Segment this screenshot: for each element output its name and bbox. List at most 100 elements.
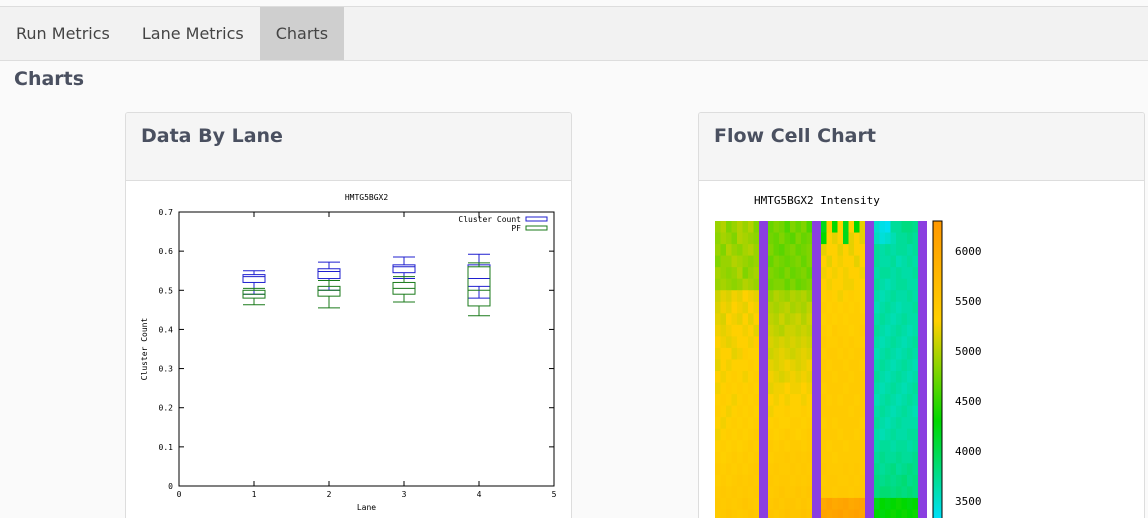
heatmap-cell xyxy=(773,313,780,326)
heatmap-cell xyxy=(874,371,881,384)
heatmap-cell xyxy=(768,267,775,280)
heatmap-cell xyxy=(912,290,919,303)
heatmap-cell xyxy=(720,497,727,511)
heatmap-cell xyxy=(790,359,797,372)
heatmap-cell xyxy=(885,244,892,257)
heatmap-cell xyxy=(890,301,897,314)
heatmap-cell xyxy=(821,440,828,453)
flow-cell-lane-1 xyxy=(715,221,760,518)
heatmap-cell xyxy=(843,347,850,361)
heatmap-cell xyxy=(885,301,892,314)
heatmap-cell xyxy=(859,347,866,361)
heatmap-cell xyxy=(731,382,738,395)
heatmap-cell xyxy=(726,417,733,430)
heatmap-cell xyxy=(779,221,786,234)
heatmap-cell xyxy=(748,428,755,441)
heatmap-cell xyxy=(806,463,813,476)
heatmap-cell xyxy=(737,486,744,499)
heatmap-cell xyxy=(753,267,760,280)
heatmap-cell xyxy=(768,324,775,337)
heatmap-cell xyxy=(826,394,833,407)
heatmap-cell xyxy=(737,417,744,430)
heatmap-cell xyxy=(726,244,733,257)
heatmap-cell xyxy=(859,486,866,499)
heatmap-cell xyxy=(726,463,733,476)
heatmap-cell xyxy=(742,428,749,441)
heatmap-cell xyxy=(753,232,760,245)
heatmap-cell xyxy=(907,451,914,464)
heatmap-cell xyxy=(901,301,908,314)
heatmap-cell xyxy=(826,301,833,314)
heatmap-cell xyxy=(826,405,833,418)
heatmap-cell xyxy=(890,451,897,464)
heatmap-cell xyxy=(859,497,866,511)
heatmap-cell xyxy=(826,244,833,257)
heatmap-cell xyxy=(821,474,828,487)
heatmap-cell xyxy=(885,440,892,453)
heatmap-cell xyxy=(832,301,839,314)
heatmap-cell xyxy=(890,394,897,407)
heatmap-cell xyxy=(874,486,881,499)
heatmap-cell xyxy=(885,428,892,441)
heatmap-cell xyxy=(907,221,914,234)
heatmap-cell xyxy=(837,301,844,314)
heatmap-cell xyxy=(901,313,908,326)
heatmap-cell xyxy=(742,278,749,291)
flow-cell-lane-2 xyxy=(768,221,813,518)
heatmap-cell xyxy=(821,463,828,476)
heatmap-cell xyxy=(912,301,919,314)
heatmap-cell xyxy=(731,359,738,372)
heatmap-cell xyxy=(806,244,813,257)
heatmap-cell xyxy=(726,347,733,361)
heatmap-cell xyxy=(779,428,786,441)
heatmap-cell xyxy=(790,255,797,268)
heatmap-cell xyxy=(843,417,850,430)
heatmap-cell xyxy=(742,244,749,257)
colorbar-tick-label: 5000 xyxy=(955,345,982,358)
heatmap-cell xyxy=(742,417,749,430)
heatmap-cell xyxy=(901,336,908,349)
heatmap-cell xyxy=(753,428,760,441)
heatmap-cell xyxy=(801,428,808,441)
heatmap-cell xyxy=(768,221,775,234)
heatmap-cell xyxy=(779,301,786,314)
tab-charts[interactable]: Charts xyxy=(259,7,345,60)
heatmap-cell xyxy=(784,486,791,499)
heatmap-cell xyxy=(715,497,722,511)
heatmap-cell xyxy=(715,382,722,395)
heatmap-cell xyxy=(874,336,881,349)
heatmap-cell xyxy=(901,405,908,418)
heatmap-cell xyxy=(901,428,908,441)
heatmap-cell xyxy=(907,474,914,487)
tab-run-metrics[interactable]: Run Metrics xyxy=(16,24,110,43)
heatmap-cell xyxy=(801,347,808,361)
heatmap-cell xyxy=(843,486,850,499)
tab-lane-metrics[interactable]: Lane Metrics xyxy=(141,24,244,43)
heatmap-cell xyxy=(753,313,760,326)
heatmap-cell xyxy=(742,497,749,511)
heatmap-cell xyxy=(874,463,881,476)
heatmap-cell xyxy=(896,428,903,441)
heatmap-cell xyxy=(854,394,861,407)
heatmap-cell xyxy=(843,371,850,384)
heatmap-cell xyxy=(737,255,744,268)
heatmap-cell xyxy=(795,509,802,518)
heatmap-cell xyxy=(742,394,749,407)
heatmap-cell xyxy=(826,347,833,361)
heatmap-cell xyxy=(874,267,881,280)
heatmap-cell xyxy=(715,301,722,314)
heatmap-cell xyxy=(879,301,886,314)
heatmap-cell xyxy=(843,440,850,453)
heatmap-cell xyxy=(837,405,844,418)
heatmap-cell xyxy=(879,382,886,395)
heatmap-cell xyxy=(912,486,919,499)
heatmap-cell xyxy=(912,255,919,268)
heatmap-cell xyxy=(843,255,850,268)
heatmap-cell xyxy=(742,347,749,361)
heatmap-cell xyxy=(821,451,828,464)
heatmap-cell xyxy=(806,278,813,291)
heatmap-cell xyxy=(753,440,760,453)
heatmap-cell xyxy=(753,244,760,257)
heatmap-cell xyxy=(890,371,897,384)
heatmap-cell xyxy=(885,474,892,487)
